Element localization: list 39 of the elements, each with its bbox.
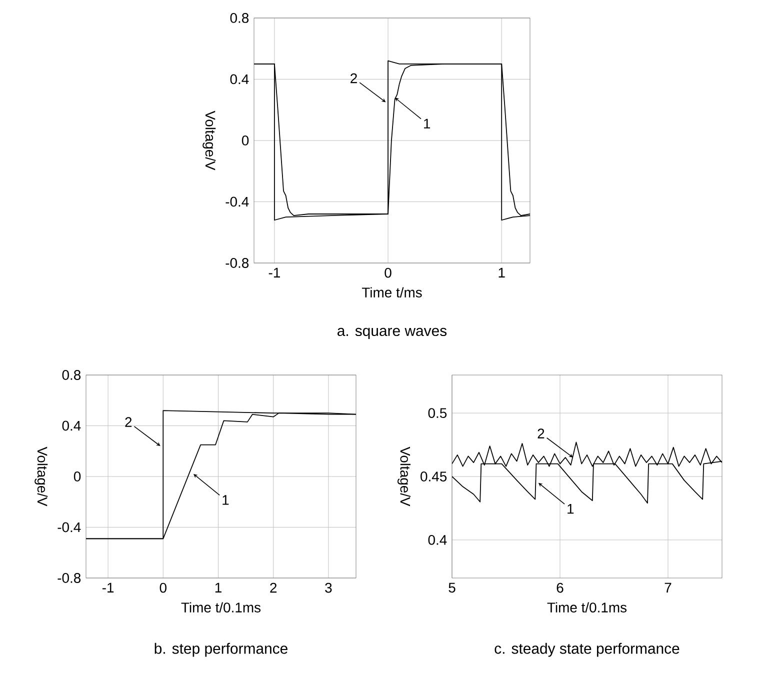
x-axis-title: Time t/0.1ms (547, 602, 627, 612)
x-tick-label: 1 (498, 268, 505, 278)
x-axis-title: Time t/0.1ms (181, 602, 261, 612)
y-tick-label: -0.8 (226, 258, 249, 268)
y-tick-label: 0 (242, 136, 249, 146)
x-axis-title: Time t/ms (362, 287, 422, 298)
x-tick-label: 0 (384, 268, 392, 278)
x-tick-label: 2 (270, 582, 277, 593)
y-tick-label: 0.4 (230, 74, 249, 84)
annotation: 1 (424, 118, 430, 128)
x-tick-label: 1 (215, 582, 222, 592)
y-tick-label: 0.45 (420, 472, 447, 482)
x-tick-label: 5 (448, 582, 456, 593)
x-tick-label: 0 (160, 582, 166, 593)
x-tick-label: -1 (102, 582, 114, 592)
y-tick-label: -0.4 (226, 196, 249, 207)
y-tick-label: 0.8 (62, 370, 81, 380)
annotation: 2 (350, 73, 357, 84)
y-tick-label: 0 (74, 472, 81, 482)
y-axis-title: Voltage/V (202, 110, 216, 170)
x-tick-label: -1 (268, 268, 280, 278)
x-tick-label: 3 (325, 582, 332, 593)
y-tick-label: 0.4 (62, 420, 81, 431)
text: b. step performance (154, 642, 288, 657)
y-axis-title: Voltage/V (34, 446, 48, 506)
annotation: 1 (222, 495, 229, 505)
y-tick-label: -0.4 (58, 522, 81, 532)
x-tick-label: 7 (664, 582, 672, 592)
annotation: 2 (125, 417, 132, 427)
y-tick-label: -0.8 (58, 573, 81, 583)
annotation: 1 (568, 504, 574, 514)
y-axis-title: Voltage/V (398, 446, 411, 506)
y-tick-label: 0.5 (428, 408, 447, 418)
y-tick-label: 0.4 (428, 534, 447, 545)
x-tick-label: 6 (556, 582, 564, 593)
text: a. square waves (338, 328, 447, 339)
y-tick-label: 0.8 (230, 13, 249, 23)
text: c. steady state performance (494, 642, 680, 657)
annotation: 2 (538, 428, 544, 438)
